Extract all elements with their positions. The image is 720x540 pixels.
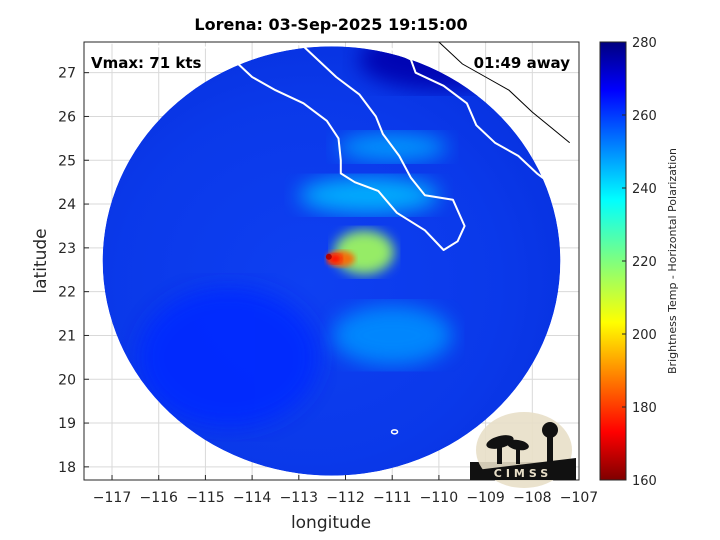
cimss-logo: CIMSS bbox=[470, 412, 576, 488]
x-tick-label: −117 bbox=[93, 490, 131, 506]
y-tick-label: 22 bbox=[58, 285, 76, 301]
y-axis-label: latitude bbox=[31, 228, 51, 293]
axes-frame bbox=[83, 41, 580, 481]
colorbar-ticks: 160 180 200 220 240 260 280 bbox=[622, 36, 657, 489]
coastline-baja bbox=[102, 42, 466, 251]
y-axis-ticks: 18 19 20 21 22 23 24 25 26 27 bbox=[58, 66, 89, 476]
x-tick-label: −107 bbox=[560, 490, 598, 506]
coastline-sonora bbox=[382, 42, 579, 205]
field-region bbox=[138, 287, 319, 428]
colorbar-tick-label: 280 bbox=[632, 36, 657, 51]
x-tick-label: −109 bbox=[466, 490, 504, 506]
y-tick-label: 19 bbox=[58, 416, 76, 432]
y-tick-label: 21 bbox=[58, 328, 76, 344]
time-away-annotation: 01:49 away bbox=[474, 54, 571, 72]
y-tick-label: 27 bbox=[58, 66, 76, 82]
colorbar-tick-label: 200 bbox=[632, 328, 657, 343]
field-region bbox=[332, 305, 453, 366]
x-tick-label: −114 bbox=[233, 490, 272, 506]
logo-text: CIMSS bbox=[494, 467, 552, 480]
x-axis-label: longitude bbox=[291, 513, 371, 533]
x-tick-label: −112 bbox=[326, 490, 364, 506]
y-tick-label: 20 bbox=[58, 372, 76, 388]
x-tick-label: −111 bbox=[373, 490, 411, 506]
x-axis-ticks: −117 −116 −115 −114 −113 −112 −111 −110 −109 −108… bbox=[93, 475, 598, 506]
swath-layer bbox=[102, 42, 579, 476]
y-tick-label: 25 bbox=[58, 153, 76, 169]
y-tick-label: 26 bbox=[58, 109, 76, 125]
field-region bbox=[298, 177, 439, 214]
x-tick-label: −108 bbox=[513, 490, 551, 506]
x-tick-label: −115 bbox=[186, 490, 224, 506]
x-tick-label: −110 bbox=[420, 490, 458, 506]
colorbar-label: Brightness Temp - Horizontal Polarizatio… bbox=[666, 148, 679, 374]
colorbar-tick-label: 240 bbox=[632, 182, 657, 197]
island bbox=[390, 429, 399, 435]
chart-title: Lorena: 03-Sep-2025 19:15:00 bbox=[194, 15, 467, 34]
microwave-swath bbox=[102, 46, 561, 476]
colorbar-tick-label: 160 bbox=[632, 474, 657, 489]
colorbar-tick-label: 220 bbox=[632, 255, 657, 270]
colorbar-tick-label: 180 bbox=[632, 401, 657, 416]
vmax-annotation: Vmax: 71 kts bbox=[91, 54, 201, 72]
state-border bbox=[438, 42, 571, 144]
storm-core-min bbox=[325, 253, 332, 260]
y-tick-label: 18 bbox=[58, 460, 76, 476]
x-tick-label: −116 bbox=[139, 490, 178, 506]
y-tick-label: 24 bbox=[58, 197, 76, 213]
y-tick-label: 23 bbox=[58, 241, 76, 257]
colorbar-tick-label: 260 bbox=[632, 109, 657, 124]
x-tick-label: −113 bbox=[280, 490, 318, 506]
